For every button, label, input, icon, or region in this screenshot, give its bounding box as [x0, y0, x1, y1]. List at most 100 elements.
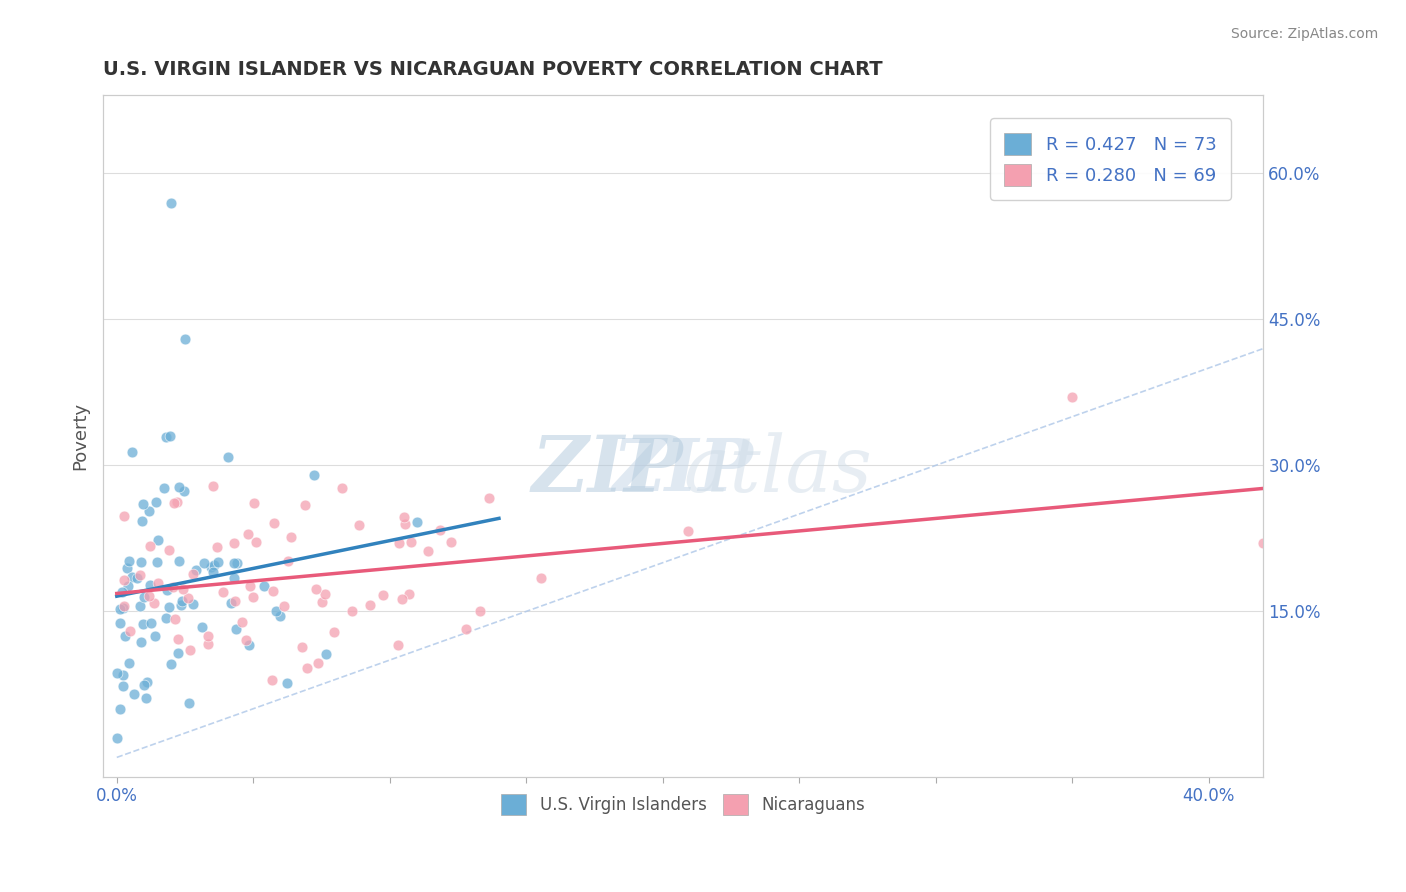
- Point: [153, 481, 176, 495]
- Point: [160, 195, 183, 210]
- Point: [129, 568, 152, 582]
- Point: [387, 638, 409, 652]
- Text: Source: ZipAtlas.com: Source: ZipAtlas.com: [1230, 27, 1378, 41]
- Point: [418, 544, 440, 558]
- Point: [166, 647, 188, 661]
- Text: ZIP: ZIP: [613, 434, 754, 506]
- Point: [117, 561, 139, 575]
- Point: [307, 656, 329, 670]
- Point: [165, 612, 187, 626]
- Point: [456, 622, 478, 636]
- Point: [191, 620, 214, 634]
- Point: [121, 445, 143, 459]
- Point: [478, 491, 501, 506]
- Point: [1253, 536, 1275, 550]
- Point: [263, 516, 285, 530]
- Point: [139, 539, 162, 553]
- Point: [401, 535, 423, 549]
- Text: ZIPatlas: ZIPatlas: [540, 435, 827, 505]
- Point: [114, 629, 136, 643]
- Point: [217, 450, 239, 464]
- Point: [193, 556, 215, 570]
- Point: [108, 702, 131, 716]
- Point: [468, 604, 491, 618]
- Point: [155, 430, 177, 444]
- Point: [132, 590, 155, 604]
- Point: [280, 530, 302, 544]
- Point: [197, 629, 219, 643]
- Point: [132, 616, 155, 631]
- Point: [135, 690, 157, 705]
- Point: [121, 569, 143, 583]
- Point: [276, 676, 298, 690]
- Point: [108, 602, 131, 616]
- Text: ZIP: ZIP: [531, 432, 683, 508]
- Point: [243, 496, 266, 510]
- Point: [169, 554, 191, 568]
- Point: [129, 634, 152, 648]
- Point: [181, 597, 204, 611]
- Point: [184, 563, 207, 577]
- Point: [112, 668, 135, 682]
- Point: [177, 591, 200, 605]
- Point: [108, 616, 131, 631]
- Point: [239, 580, 262, 594]
- Point: [143, 629, 166, 643]
- Point: [371, 588, 394, 602]
- Point: [139, 616, 162, 631]
- Point: [323, 625, 346, 640]
- Point: [226, 557, 249, 571]
- Point: [262, 584, 284, 599]
- Point: [245, 534, 267, 549]
- Point: [146, 576, 169, 591]
- Point: [131, 514, 153, 528]
- Point: [398, 587, 420, 601]
- Point: [273, 599, 295, 613]
- Point: [166, 632, 188, 646]
- Point: [111, 584, 134, 599]
- Point: [173, 484, 195, 499]
- Point: [105, 731, 128, 745]
- Point: [219, 596, 242, 610]
- Point: [143, 596, 166, 610]
- Point: [392, 510, 415, 524]
- Point: [145, 555, 167, 569]
- Point: [224, 536, 246, 550]
- Point: [138, 590, 160, 604]
- Point: [253, 579, 276, 593]
- Point: [242, 590, 264, 604]
- Point: [277, 554, 299, 568]
- Point: [224, 594, 246, 608]
- Point: [391, 591, 413, 606]
- Point: [291, 640, 314, 654]
- Point: [1062, 390, 1084, 404]
- Point: [179, 642, 201, 657]
- Point: [117, 579, 139, 593]
- Point: [201, 479, 224, 493]
- Point: [112, 573, 135, 587]
- Legend: U.S. Virgin Islanders, Nicaraguans: U.S. Virgin Islanders, Nicaraguans: [494, 786, 873, 823]
- Point: [405, 515, 427, 529]
- Point: [118, 656, 141, 670]
- Point: [304, 582, 326, 596]
- Point: [174, 332, 197, 346]
- Point: [136, 675, 159, 690]
- Point: [394, 516, 416, 531]
- Point: [231, 615, 253, 630]
- Point: [530, 570, 553, 584]
- Point: [129, 599, 152, 613]
- Point: [145, 495, 167, 509]
- Point: [120, 624, 142, 638]
- Point: [269, 609, 291, 624]
- Point: [297, 661, 319, 675]
- Point: [197, 637, 219, 651]
- Y-axis label: Poverty: Poverty: [72, 402, 89, 470]
- Point: [148, 533, 170, 547]
- Point: [340, 604, 363, 618]
- Point: [159, 429, 181, 443]
- Point: [294, 499, 316, 513]
- Point: [156, 582, 179, 597]
- Point: [205, 540, 228, 554]
- Point: [167, 480, 190, 494]
- Point: [118, 554, 141, 568]
